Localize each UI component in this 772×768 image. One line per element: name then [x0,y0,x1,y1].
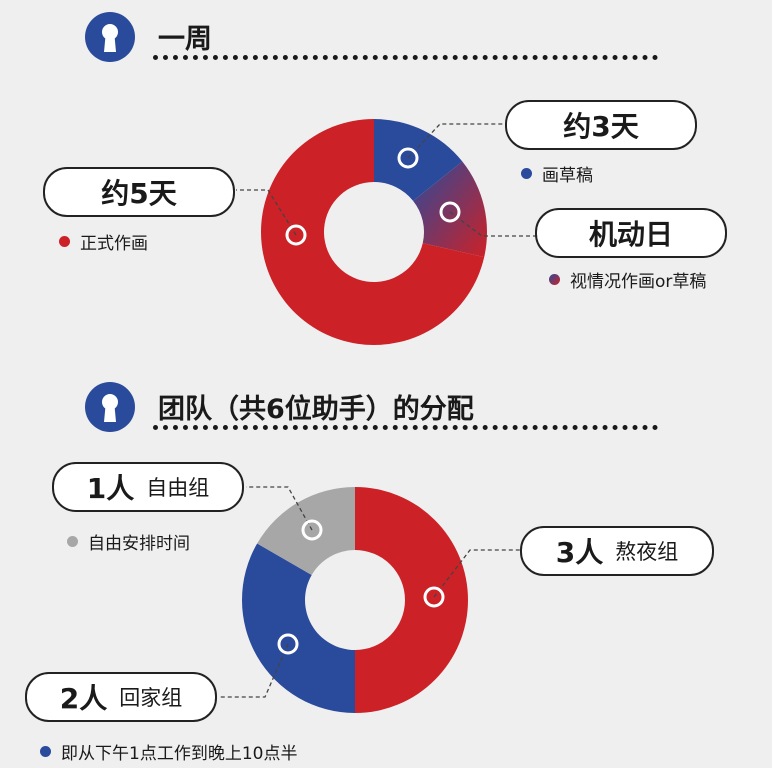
legend-note-flex-day: 视情况作画or草稿 [549,267,706,292]
label-pill-night-group: 3人 熬夜组 [520,526,714,576]
note-text: 即从下午1点工作到晚上10点半 [61,744,298,764]
legend-note-free-group: 自由安排时间 [67,529,190,554]
leader-line [246,486,313,531]
slice-label: 约3天 [563,110,639,143]
blue-dot-icon [521,168,532,179]
dotted-divider [153,425,658,430]
marker-ring [285,224,307,246]
keyhole-icon [85,382,135,432]
keyhole-icon [85,12,135,62]
marker-ring [301,519,323,541]
gray-dot-icon [67,536,78,547]
gradient-dot-icon [549,274,560,285]
slice-label: 1人 [86,472,135,505]
label-pill-free-group: 1人 自由组 [52,462,244,512]
donut-slice [413,161,487,258]
donut-slice [242,543,355,713]
note-text: 自由安排时间 [88,534,190,554]
label-pill-flex-day: 机动日 [535,208,727,258]
section-title: 团队（共6位助手）的分配 [158,394,474,425]
note-text: 视情况作画or草稿 [570,272,707,292]
leader-line [218,643,289,698]
slice-label: 机动日 [588,218,673,251]
leader-line [449,211,540,237]
legend-note-formal: 正式作画 [59,229,148,254]
leader-line [433,549,522,598]
donut-slice [260,119,485,345]
legend-note-sketch: 画草稿 [521,161,593,186]
leader-line [407,123,510,159]
slice-label: 3人 [555,536,604,569]
marker-ring [397,147,419,169]
label-pill-home-group: 2人 回家组 [25,672,217,722]
legend-note-home-group: 即从下午1点工作到晚上10点半 [40,739,297,764]
blue-dot-icon [40,746,51,757]
donut-slice [355,487,468,713]
label-pill-formal: 约5天 [43,167,235,217]
label-pill-sketch: 约3天 [505,100,697,150]
dotted-divider [153,55,658,60]
note-text: 正式作画 [80,234,148,254]
marker-ring [439,201,461,223]
section-title: 一周 [158,24,212,55]
note-text: 画草稿 [542,166,593,186]
slice-sublabel: 回家组 [119,686,183,710]
slice-sublabel: 自由组 [146,476,210,500]
donut-slice [257,487,355,575]
leader-line [236,189,297,236]
slice-label: 2人 [59,682,108,715]
marker-ring [423,586,445,608]
red-dot-icon [59,236,70,247]
slice-label: 约5天 [101,177,177,210]
marker-ring [277,633,299,655]
slice-sublabel: 熬夜组 [615,540,679,564]
